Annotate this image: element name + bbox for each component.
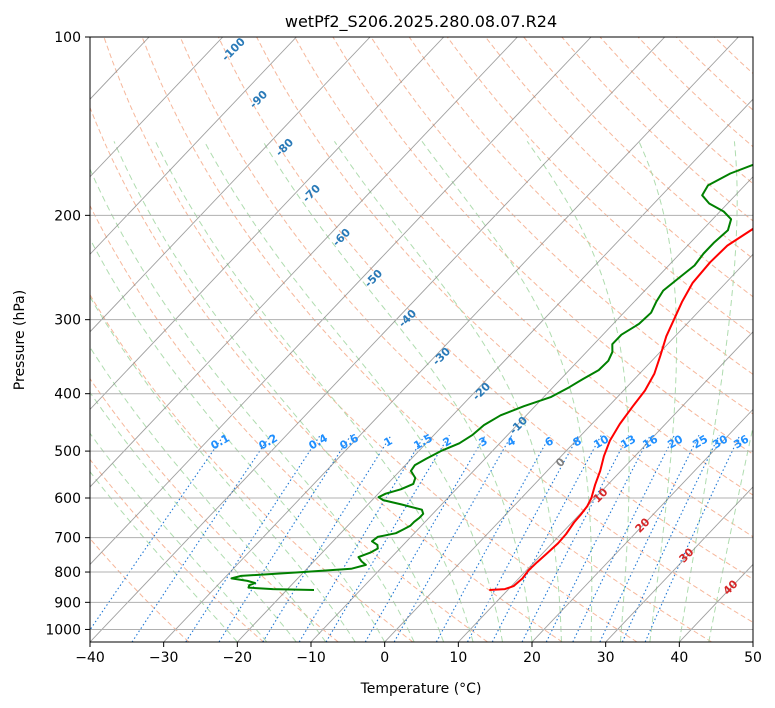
mixing-ratio-line [262, 434, 392, 642]
y-tick-label: 900 [54, 595, 81, 611]
isotherm-line [90, 37, 518, 488]
isotherm-line [90, 37, 445, 411]
isotherm-line [237, 98, 753, 642]
y-tick-label: 400 [54, 387, 81, 403]
mixing-ratio-line [325, 434, 450, 642]
isotherm-line [310, 176, 753, 642]
chart-title: wetPf2_S206.2025.280.08.07.R24 [285, 12, 557, 32]
dry-adiabat-line [103, 37, 638, 642]
isotherm-line [605, 486, 753, 642]
dry-adiabat-line [141, 37, 712, 642]
dry-adiabat-line [217, 37, 753, 580]
dry-adiabat-line [485, 37, 753, 298]
x-tick-label: −10 [296, 650, 326, 666]
y-tick-label: 700 [54, 531, 81, 547]
x-tick-label: −30 [149, 650, 179, 666]
x-tick-label: −20 [223, 650, 253, 666]
y-axis-label: Pressure (hPa) [12, 290, 28, 390]
x-tick-label: 10 [449, 650, 467, 666]
sounding-profiles [230, 163, 753, 591]
mixing-ratio-line [364, 434, 486, 642]
dry-adiabat-line [90, 204, 488, 642]
y-tick-label: 100 [54, 30, 81, 46]
temperature-profile-line [489, 227, 753, 591]
x-tick-label: 30 [597, 650, 615, 666]
mixing-ratio-line [572, 434, 675, 642]
mixing-ratio-line [545, 434, 651, 642]
plot-frame [89, 36, 754, 643]
dry-adiabat-line [90, 458, 264, 642]
y-tick-label: 600 [54, 491, 81, 507]
y-tick-label: 200 [54, 208, 81, 224]
isotherm-line [90, 37, 592, 566]
mixing-ratio-line [298, 434, 426, 642]
isotherm-line [90, 37, 224, 178]
isotherm-line [90, 37, 371, 333]
isotherm-line [90, 37, 297, 255]
mixing-ratio-line [521, 434, 629, 642]
x-tick-label: 0 [380, 650, 389, 666]
dry-adiabat-line [90, 537, 190, 642]
x-tick-label: 50 [744, 650, 762, 666]
x-tick-label: 20 [523, 650, 541, 666]
x-tick-label: 40 [670, 650, 688, 666]
background-lines [90, 37, 753, 642]
y-tick-label: 1000 [45, 622, 81, 638]
x-tick-label: −40 [75, 650, 105, 666]
y-tick-label: 300 [54, 313, 81, 329]
y-tick-label: 500 [54, 444, 81, 460]
dry-adiabat-line [179, 37, 753, 623]
dry-adiabat-line [294, 37, 753, 496]
mixing-ratio-line [185, 434, 321, 642]
dry-adiabat-line [90, 106, 563, 642]
isotherm-line [163, 37, 739, 642]
dewpoint-profile-line [230, 163, 753, 591]
mixing-ratio-line [435, 434, 551, 642]
mixing-ratio-line [218, 434, 352, 642]
dry-adiabat-line [408, 37, 753, 375]
isotherm-line [531, 408, 753, 642]
x-axis-label: Temperature (°C) [360, 681, 482, 697]
mixing-ratio-line [467, 434, 580, 642]
isotherm-line [384, 253, 753, 642]
mixing-ratio-line [90, 434, 225, 631]
isotherm-line [90, 37, 666, 642]
dry-adiabat-line [370, 37, 753, 415]
y-tick-label: 800 [54, 565, 81, 581]
axis-ticks: −40 −30 −20 −10 0 10 20 30 40 50 100 200 300 400 500 60… [45, 30, 762, 666]
isotherm-line [458, 331, 753, 642]
